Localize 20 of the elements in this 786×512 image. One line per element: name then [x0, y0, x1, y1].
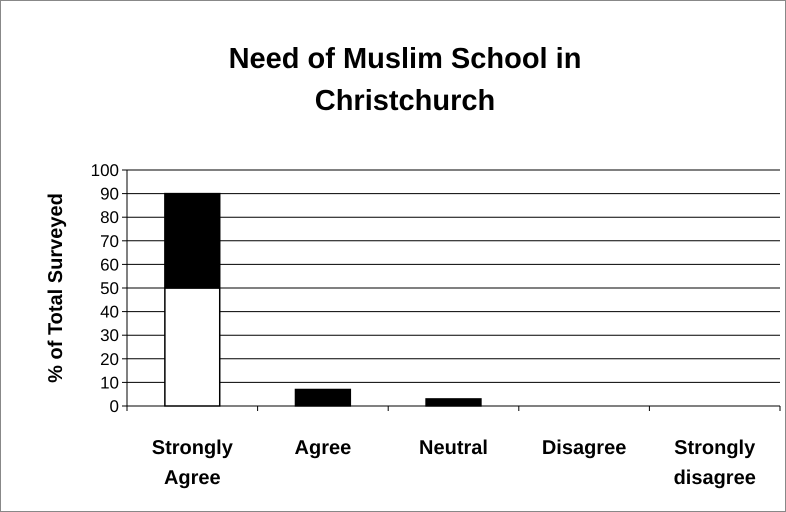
- x-tick-label: Disagree: [542, 437, 626, 459]
- y-tick-label: 50: [100, 278, 119, 298]
- bar: [294, 388, 352, 407]
- y-tick-label: 40: [100, 302, 119, 322]
- x-tick-label: Agree: [294, 437, 352, 459]
- y-tick-label: 100: [90, 160, 119, 180]
- y-tick-label: 0: [110, 396, 119, 416]
- y-tick-label: 90: [100, 184, 119, 204]
- y-tick-label: 10: [100, 373, 119, 392]
- x-tick-label: Neutral: [419, 437, 488, 459]
- y-tick-label: 60: [100, 255, 119, 274]
- y-tick-label: 70: [100, 232, 119, 251]
- chart-title: Need of Muslim School in Christchurch: [228, 43, 582, 117]
- x-tick-label: Strongly Agree: [152, 437, 234, 489]
- bar: [425, 398, 482, 407]
- y-tick-label: 30: [100, 326, 119, 346]
- y-tick-label: 20: [100, 350, 119, 369]
- x-tick-label: Strongly disagree: [674, 437, 756, 489]
- y-tick-label: 80: [100, 208, 119, 228]
- y-axis-title: % of Total Surveyed: [45, 193, 67, 383]
